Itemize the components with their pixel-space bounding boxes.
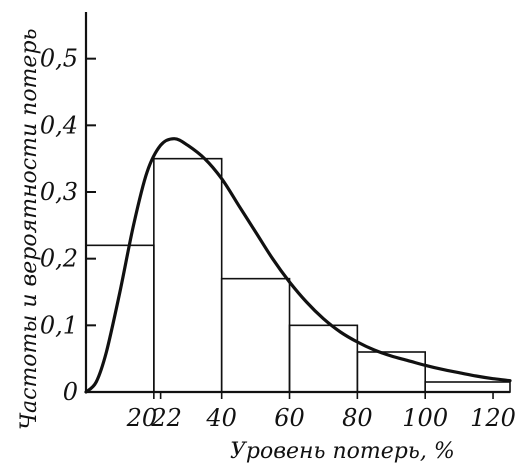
x-axis-title: Уровень потерь, % <box>230 439 455 464</box>
histogram-bar-6 <box>424 381 511 393</box>
x-tick-label-2: 40 <box>205 404 237 432</box>
x-tick-label-6: 120 <box>470 404 516 432</box>
x-tick-label-5: 100 <box>402 404 448 432</box>
y-tick-label-3: 0,3 <box>40 178 78 206</box>
histogram-bar-5 <box>356 351 426 393</box>
probability-curve <box>84 137 512 394</box>
y-tick-label-1: 0,1 <box>40 311 78 339</box>
x-tick-label-1: 22 <box>150 404 182 432</box>
histogram-bar-3 <box>220 277 291 393</box>
y-axis-ticks: 0 0,1 0,2 0,3 0,4 0,5 <box>40 45 96 406</box>
y-tick-label-0: 0 <box>63 378 78 406</box>
histogram-bar-1 <box>85 244 155 393</box>
axes <box>84 12 510 394</box>
y-axis-title: Частоты и вероятности потерь <box>17 29 42 431</box>
x-tick-label-3: 60 <box>274 404 305 432</box>
x-tick-label-0: 20 <box>126 404 158 432</box>
x-tick-label-4: 80 <box>342 404 373 432</box>
histogram-bars <box>85 157 511 393</box>
y-tick-label-2: 0,2 <box>40 245 78 273</box>
y-tick-label-4: 0,4 <box>40 111 78 139</box>
y-tick-label-5: 0,5 <box>40 45 78 73</box>
histogram-bar-2 <box>153 157 223 393</box>
